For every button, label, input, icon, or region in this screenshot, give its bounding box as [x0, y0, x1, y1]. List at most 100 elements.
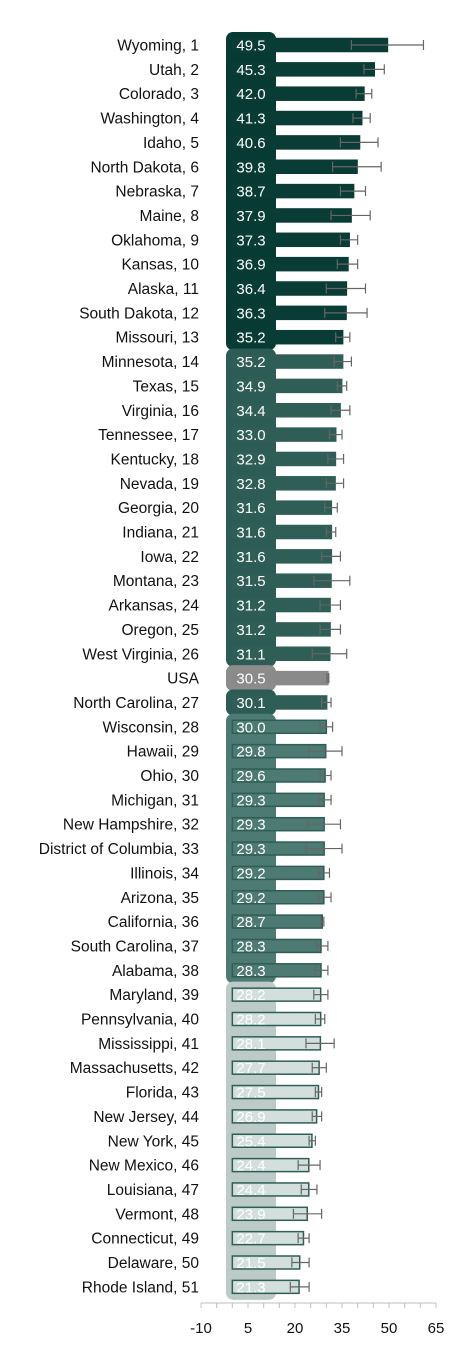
- error-bar: [325, 478, 345, 489]
- data-label: 45.3: [236, 62, 265, 79]
- data-label: 31.2: [236, 622, 265, 639]
- category-label: Delaware, 50: [108, 1255, 200, 1272]
- category-label: Utah, 2: [149, 62, 199, 79]
- data-label: 29.2: [236, 890, 265, 907]
- error-bar: [308, 746, 343, 757]
- category-label: Tennessee, 17: [98, 427, 199, 444]
- error-bar: [314, 1087, 323, 1098]
- error-bar: [311, 648, 348, 659]
- x-tick-label: 35: [334, 1320, 351, 1337]
- error-bar: [320, 916, 325, 927]
- data-label: 22.7: [236, 1231, 265, 1248]
- error-bar: [300, 1184, 318, 1195]
- error-bar: [319, 721, 334, 732]
- data-label: 34.4: [236, 403, 265, 420]
- data-label: 32.9: [236, 451, 265, 468]
- error-bar: [324, 502, 338, 513]
- category-label: Maryland, 39: [109, 987, 199, 1004]
- data-label: 35.2: [236, 330, 265, 347]
- error-bar: [314, 965, 329, 976]
- category-label: USA: [167, 671, 200, 688]
- category-label: Connecticut, 49: [91, 1231, 199, 1248]
- error-bar: [335, 332, 351, 343]
- data-label: 38.7: [236, 184, 265, 201]
- category-label: Hawaii, 29: [127, 744, 199, 761]
- category-label: North Dakota, 6: [90, 159, 199, 176]
- error-bar: [319, 770, 332, 781]
- data-label: 31.6: [236, 549, 265, 566]
- category-label: New Hampshire, 32: [63, 817, 199, 834]
- data-label: 21.3: [236, 1279, 265, 1296]
- category-label: Missouri, 13: [115, 330, 199, 347]
- error-bar: [363, 64, 385, 75]
- x-axis: -10 5 20 35 50 65: [190, 1302, 445, 1337]
- error-bar: [336, 380, 348, 391]
- category-label: Vermont, 48: [115, 1206, 199, 1223]
- error-bar: [317, 867, 331, 878]
- data-label: 26.9: [236, 1109, 265, 1126]
- error-bar: [336, 259, 359, 270]
- error-bar: [327, 453, 345, 464]
- category-label: New Jersey, 44: [93, 1109, 199, 1126]
- data-label: 28.2: [236, 1012, 265, 1029]
- data-label: 27.7: [236, 1060, 265, 1077]
- error-bar: [289, 1281, 310, 1292]
- category-label: Washington, 4: [100, 111, 199, 128]
- category-label: Louisiana, 47: [107, 1182, 199, 1199]
- category-label: Mississippi, 41: [98, 1036, 199, 1053]
- data-label: 29.3: [236, 792, 265, 809]
- data-label: 31.5: [236, 573, 265, 590]
- category-label: New York, 45: [108, 1133, 199, 1150]
- error-bar: [326, 673, 330, 684]
- category-label: Kansas, 10: [121, 257, 199, 274]
- x-tick-label: 5: [244, 1320, 252, 1337]
- data-label: 28.7: [236, 914, 265, 931]
- error-bar: [297, 1233, 310, 1244]
- error-bar: [321, 697, 332, 708]
- error-bar: [314, 1014, 326, 1024]
- error-bar: [311, 1062, 327, 1073]
- error-bar: [311, 1111, 323, 1122]
- error-bar: [308, 1135, 316, 1146]
- error-bar: [317, 794, 332, 805]
- data-label: 41.3: [236, 111, 265, 128]
- error-bar: [292, 1208, 323, 1219]
- category-label: Illinois, 34: [130, 865, 199, 882]
- error-bar: [325, 527, 337, 537]
- error-bars-layer: [289, 40, 425, 1292]
- category-label: Pennsylvania, 40: [81, 1012, 199, 1029]
- error-bar: [355, 88, 373, 99]
- x-tick-label: 65: [428, 1320, 445, 1337]
- data-label: 36.9: [236, 257, 265, 274]
- data-label: 31.6: [236, 525, 265, 542]
- data-label: 29.8: [236, 744, 265, 761]
- data-label: 37.3: [236, 232, 265, 249]
- data-label: 21.5: [236, 1255, 265, 1272]
- error-bar: [321, 551, 342, 562]
- data-label: 29.6: [236, 768, 265, 785]
- error-bar: [325, 283, 367, 294]
- error-bar: [319, 600, 342, 611]
- error-bar: [291, 1257, 310, 1268]
- category-label: California, 36: [108, 914, 199, 931]
- data-label: 28.3: [236, 963, 265, 980]
- data-label: 35.2: [236, 354, 265, 371]
- data-label: 36.3: [236, 305, 265, 322]
- error-bar: [339, 137, 379, 148]
- data-label: 37.9: [236, 208, 265, 225]
- category-label: Texas, 15: [133, 378, 199, 395]
- data-label: 30.1: [236, 695, 265, 712]
- category-label: Wisconsin, 28: [103, 719, 199, 736]
- data-label: 31.2: [236, 598, 265, 615]
- data-label: 24.4: [236, 1158, 265, 1175]
- data-label: 40.6: [236, 135, 265, 152]
- category-label: Iowa, 22: [140, 549, 199, 566]
- x-tick-label: 50: [381, 1320, 398, 1337]
- category-label: Wyoming, 1: [117, 38, 199, 55]
- error-bar: [328, 429, 343, 440]
- error-bar: [332, 161, 382, 172]
- data-label: 39.8: [236, 159, 265, 176]
- category-label: Colorado, 3: [119, 86, 199, 103]
- error-bar: [305, 1038, 335, 1049]
- data-label: 29.2: [236, 865, 265, 882]
